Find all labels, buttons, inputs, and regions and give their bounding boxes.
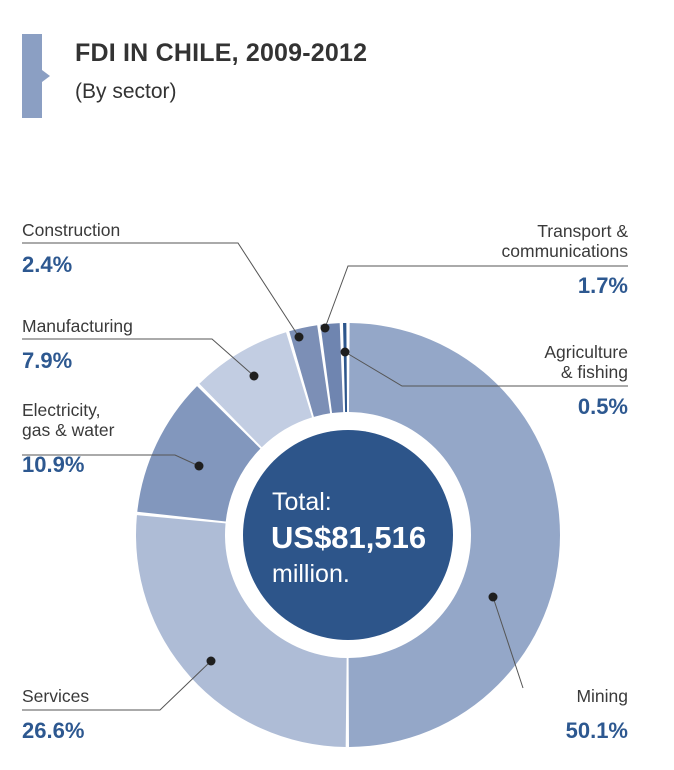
slice-manufacturing	[199, 332, 313, 448]
leader-line	[22, 338, 255, 377]
leader-line	[22, 454, 200, 467]
center-total-value: US$81,516	[271, 520, 426, 555]
slice-services	[136, 515, 347, 747]
slice-construction	[289, 325, 331, 417]
leader-line	[492, 596, 524, 689]
slice-electricity-gas-water	[137, 386, 261, 522]
slice-value-label: 2.4%	[22, 252, 72, 277]
slice-name-label: Transport &	[537, 221, 628, 241]
slice-name-label: communications	[502, 241, 629, 261]
slice-labels: Mining 50.1% Services 26.6% Electricity,gas …	[22, 220, 628, 743]
slice-name-label: Manufacturing	[22, 316, 133, 336]
leader-dot	[488, 592, 498, 602]
slice-value-label: 26.6%	[22, 718, 84, 743]
slice-name-label: Agriculture	[544, 342, 628, 362]
center-total-label: Total:	[272, 488, 332, 516]
slice-agriculture-fishing	[343, 323, 348, 413]
slice-value-label: 50.1%	[566, 718, 628, 743]
slice-transport-communications	[320, 323, 344, 414]
leader-dot	[249, 371, 259, 381]
chart-title: FDI IN CHILE, 2009-2012	[75, 39, 367, 67]
leader-line	[344, 351, 628, 387]
slice-value-label: 1.7%	[578, 273, 628, 298]
center-total-unit: million.	[272, 560, 350, 588]
leader-dot	[206, 656, 216, 666]
slice-name-label: Services	[22, 686, 89, 706]
leader-dot	[294, 332, 304, 342]
leader-line	[324, 265, 628, 329]
slice-name-label: & fishing	[561, 362, 628, 382]
slice-name-label: gas & water	[22, 420, 115, 440]
chart-subtitle: (By sector)	[75, 80, 177, 103]
header-bookmark-icon	[22, 34, 50, 118]
slice-value-label: 0.5%	[578, 394, 628, 419]
slice-value-label: 7.9%	[22, 348, 72, 373]
leader-lines	[22, 242, 628, 711]
leader-dot	[320, 323, 330, 333]
slice-name-label: Construction	[22, 220, 120, 240]
leader-line	[22, 242, 300, 338]
leader-line	[22, 660, 212, 711]
slice-name-label: Mining	[576, 686, 628, 706]
center-circle	[243, 430, 453, 640]
slice-name-label: Electricity,	[22, 400, 100, 420]
slice-value-label: 10.9%	[22, 452, 84, 477]
leader-dot	[194, 461, 204, 471]
leader-dot	[340, 347, 350, 357]
